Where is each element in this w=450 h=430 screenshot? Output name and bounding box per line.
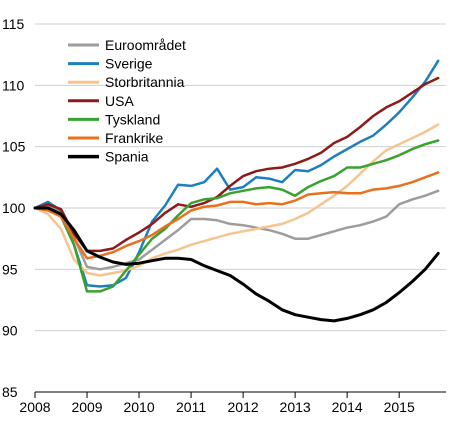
series-line-6	[33, 206, 440, 323]
legend-label: Frankrike	[105, 130, 164, 146]
x-tick-label: 2014	[332, 399, 363, 415]
y-tick-label: 85	[2, 384, 18, 400]
y-tick-label: 90	[2, 323, 18, 339]
series-line-0	[33, 189, 440, 271]
x-tick-label: 2011	[176, 399, 206, 415]
legend-label: Spania	[105, 149, 149, 165]
y-tick-label: 105	[2, 139, 26, 155]
y-tick-label: 95	[2, 261, 18, 277]
series-line-1	[33, 59, 440, 288]
x-tick-label: 2009	[71, 399, 102, 415]
legend-label: Tyskland	[105, 111, 160, 127]
y-tick-label: 115	[2, 16, 25, 32]
series-lines	[33, 59, 440, 323]
y-tick-label: 110	[2, 77, 25, 93]
series-line-4	[33, 139, 440, 293]
series-line-5	[33, 171, 440, 260]
series-line-2	[33, 123, 440, 277]
legend-label: Euroområdet	[105, 37, 186, 53]
series-line-3	[33, 76, 440, 253]
x-tick-label: 2013	[280, 399, 311, 415]
axis-ticks: 85 90 95 100 105 110 115 2008 2009 2010 2011 2012 20…	[2, 16, 415, 415]
x-tick-label: 2008	[19, 399, 50, 415]
y-tick-label: 100	[2, 200, 26, 216]
legend-label: Sverige	[105, 56, 153, 72]
legend-label: USA	[105, 93, 134, 109]
legend: Euroområdet Sverige Storbritannia USA Tyskla…	[68, 37, 186, 165]
x-tick-label: 2010	[123, 399, 154, 415]
legend-label: Storbritannia	[105, 74, 185, 90]
x-tick-label: 2015	[384, 399, 415, 415]
x-tick-label: 2012	[228, 399, 259, 415]
